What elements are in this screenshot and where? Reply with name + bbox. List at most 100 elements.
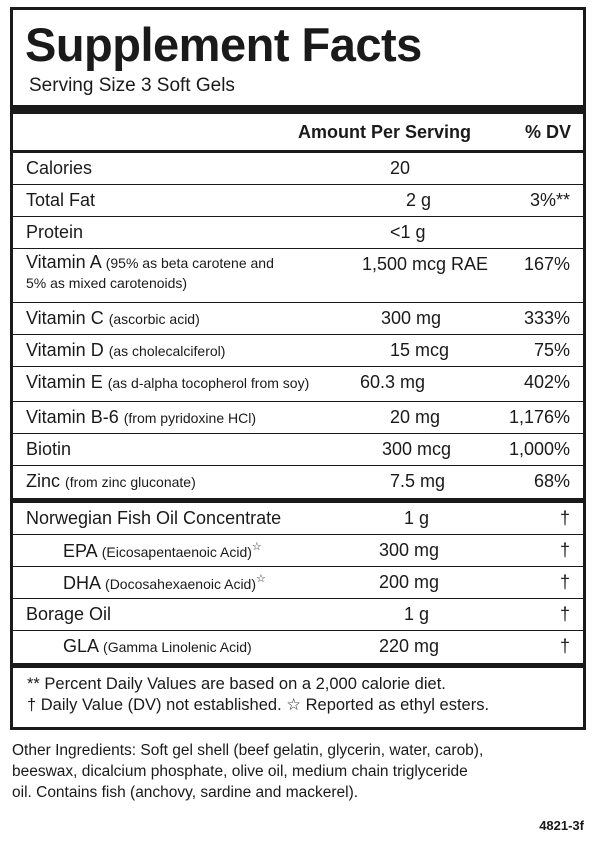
row-name: GLA (Gamma Linolenic Acid): [63, 636, 252, 657]
footnote-divider: [13, 663, 583, 668]
row-name: Norwegian Fish Oil Concentrate: [26, 508, 281, 529]
footnote-dv: ** Percent Daily Values are based on a 2…: [27, 675, 446, 693]
nutrient-name: Borage Oil: [26, 604, 112, 624]
product-code: 4821-3f: [539, 818, 584, 833]
table-row: Zinc (from zinc gluconate) 7.5 mg 68%: [13, 466, 583, 498]
amount-value: 20: [390, 158, 411, 178]
table-row: Biotin 300 mcg 1,000%: [13, 434, 583, 466]
amount-value: 1 g: [404, 508, 430, 528]
table-row: Protein <1 g: [13, 217, 583, 249]
row-name: Vitamin D (as cholecalciferol): [26, 340, 225, 361]
nutrient-name: Total Fat: [26, 190, 96, 210]
nutrient-name: Biotin: [26, 439, 72, 459]
dv-value: 167%: [523, 254, 570, 274]
other-ingredients-line: oil. Contains fish (anchovy, sardine and…: [12, 784, 359, 801]
amount-value: 20 mg: [390, 407, 441, 427]
dv-value: †: [559, 636, 570, 656]
nutrient-name: Protein: [26, 222, 84, 242]
nutrient-detail: (from pyridoxine HCl): [123, 410, 256, 426]
panel-title: Supplement Facts: [25, 18, 422, 71]
amount-header: Amount Per Serving: [298, 121, 472, 142]
row-name: Vitamin B-6 (from pyridoxine HCl): [26, 407, 256, 428]
row-name: DHA (Docosahexaenoic Acid)☆: [63, 572, 266, 594]
nutrient-name: Vitamin A: [26, 252, 101, 272]
amount-value: 1,500 mcg RAE: [362, 254, 489, 274]
other-ingredients: Other Ingredients: Soft gel shell (beef …: [12, 740, 588, 803]
column-header: Amount Per Serving % DV: [13, 114, 583, 153]
dv-value: †: [559, 572, 570, 592]
amount-value: 60.3 mg: [360, 372, 426, 392]
nutrient-name: Norwegian Fish Oil Concentrate: [26, 508, 282, 528]
dv-value: 3%**: [529, 190, 570, 210]
nutrient-detail: (95% as beta carotene and: [105, 255, 274, 271]
amount-value: 1 g: [404, 604, 430, 624]
nutrient-detail: (Docosahexaenoic Acid): [105, 576, 257, 592]
dv-value: 1,176%: [508, 407, 570, 427]
dv-value: †: [559, 604, 570, 624]
dv-value: †: [559, 508, 570, 528]
amount-value: 220 mg: [379, 636, 440, 656]
other-ingredients-line: beeswax, dicalcium phosphate, olive oil,…: [12, 763, 468, 780]
nutrient-name: Vitamin C: [26, 308, 104, 328]
dv-value: 75%: [533, 340, 570, 360]
nutrient-detail: (as d-alpha tocopherol from soy): [107, 375, 310, 391]
nutrient-name: Vitamin E: [26, 372, 103, 392]
other-ingredients-line: Other Ingredients: Soft gel shell (beef …: [12, 742, 484, 759]
table-row: Vitamin D (as cholecalciferol) 15 mcg 75%: [13, 335, 583, 367]
row-name: Protein: [26, 222, 83, 243]
row-name: EPA (Eicosapentaenoic Acid)☆: [63, 540, 262, 562]
nutrient-table: Calories 20 Total Fat 2 g 3%** Protein <1 g Vit…: [13, 153, 583, 498]
section-divider: [13, 498, 583, 503]
row-name: Calories: [26, 158, 92, 179]
table-row: Vitamin C (ascorbic acid) 300 mg 333%: [13, 303, 583, 335]
amount-value: 2 g: [406, 190, 432, 210]
amount-value: 300 mg: [381, 308, 442, 328]
amount-value: 200 mg: [379, 572, 440, 592]
row-name: Borage Oil: [26, 604, 111, 625]
amount-value: 15 mcg: [390, 340, 450, 360]
nutrient-name: Calories: [26, 158, 93, 178]
dv-value: 402%: [523, 372, 570, 392]
oil-table: Norwegian Fish Oil Concentrate 1 g † EPA (E…: [13, 503, 583, 663]
table-row: Total Fat 2 g 3%**: [13, 185, 583, 217]
dv-value: 68%: [533, 471, 570, 491]
nutrient-name: Vitamin D: [26, 340, 104, 360]
ethyl-ester-mark: ☆: [256, 573, 266, 585]
dv-value: †: [559, 540, 570, 560]
row-name: Vitamin A (95% as beta carotene and 5% as…: [26, 253, 274, 293]
nutrient-name: GLA: [63, 636, 99, 656]
amount-value: <1 g: [390, 222, 426, 242]
amount-value: 300 mg: [379, 540, 440, 560]
supplement-facts-panel: Supplement Facts Serving Size 3 Soft Gel…: [10, 7, 586, 730]
nutrient-detail: (ascorbic acid): [108, 311, 200, 327]
table-row: Vitamin A (95% as beta carotene and 5% as…: [13, 249, 583, 303]
table-row: Borage Oil 1 g †: [13, 599, 583, 631]
dv-value: 1,000%: [508, 439, 570, 459]
table-row: GLA (Gamma Linolenic Acid) 220 mg †: [13, 631, 583, 663]
ethyl-ester-mark: ☆: [251, 541, 262, 553]
serving-size: Serving Size 3 Soft Gels: [29, 75, 235, 96]
nutrient-name: EPA: [63, 541, 97, 561]
table-row: Norwegian Fish Oil Concentrate 1 g †: [13, 503, 583, 535]
table-row: Vitamin B-6 (from pyridoxine HCl) 20 mg 1,…: [13, 402, 583, 434]
table-row: DHA (Docosahexaenoic Acid)☆ 200 mg †: [13, 567, 583, 599]
amount-value: 300 mcg: [382, 439, 452, 459]
row-name: Biotin: [26, 439, 71, 460]
table-row: Calories 20: [13, 153, 583, 185]
amount-value: 7.5 mg: [390, 471, 446, 491]
nutrient-detail: (Eicosapentaenoic Acid): [101, 544, 252, 560]
nutrient-name: Vitamin B-6: [26, 407, 119, 427]
row-name: Zinc (from zinc gluconate): [26, 471, 196, 492]
nutrient-detail-line2: 5% as mixed carotenoids): [26, 275, 188, 291]
footnotes: ** Percent Daily Values are based on a 2…: [13, 668, 583, 716]
table-row: Vitamin E (as d-alpha tocopherol from so…: [13, 367, 583, 402]
row-name: Vitamin E (as d-alpha tocopherol from so…: [26, 372, 309, 393]
nutrient-name: Zinc: [26, 471, 61, 491]
thick-divider: [13, 105, 583, 114]
nutrient-detail: (as cholecalciferol): [108, 343, 226, 359]
table-row: EPA (Eicosapentaenoic Acid)☆ 300 mg †: [13, 535, 583, 567]
dv-header: % DV: [524, 121, 571, 142]
footnote-dagger: † Daily Value (DV) not established. ☆ Re…: [27, 696, 490, 714]
nutrient-detail: (from zinc gluconate): [65, 474, 196, 490]
nutrient-name: DHA: [63, 573, 101, 593]
